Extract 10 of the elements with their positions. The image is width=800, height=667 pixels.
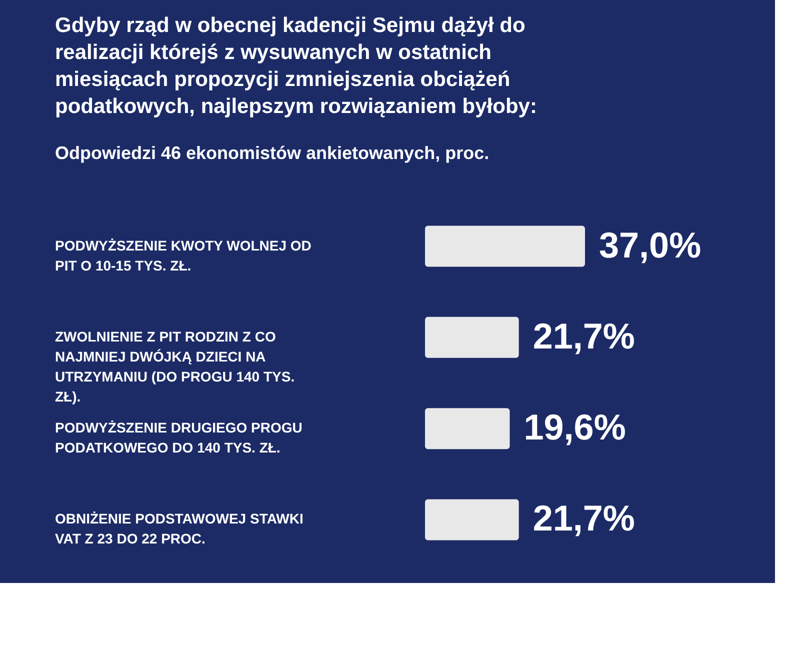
chart-title: Gdyby rząd w obecnej kadencji Sejmu dążył do realizacji którejś z wysuwanych w ostatnich miesiącach propozycji zmniejszenia obciążeń podatkowych, najlepszym rozwiązaniem byłoby: [55, 14, 537, 118]
data-label: 37,0% [599, 224, 702, 266]
y-tick-label: PODWYŻSZENIE KWOTY WOLNEJ OD PIT O 10-15 TYS. ZŁ. [55, 237, 312, 274]
data-label: 21,7% [532, 498, 635, 539]
y-tick-label: ZWOLNIENIE Z PIT RODZIN Z CO NAJMNIEJ DWÓJKĄ DZIECI NA UTRZYMANIU (DO PROGU 140 TYS. ZŁ). [55, 328, 295, 404]
data-label: 19,6% [524, 406, 626, 448]
y-tick-label: OBNIŻENIE PODSTAWOWEJ STAWKI VAT Z 23 DO 22 PROC. [55, 510, 304, 547]
text: Odpowiedzi 46 ekonomistów ankietowanych, proc. [55, 143, 490, 163]
data-label: 21,7% [532, 315, 635, 356]
y-tick-label: PODWYŻSZENIE DRUGIEGO PROGU PODATKOWEGO DO 140 TYS. ZŁ. [55, 420, 302, 456]
